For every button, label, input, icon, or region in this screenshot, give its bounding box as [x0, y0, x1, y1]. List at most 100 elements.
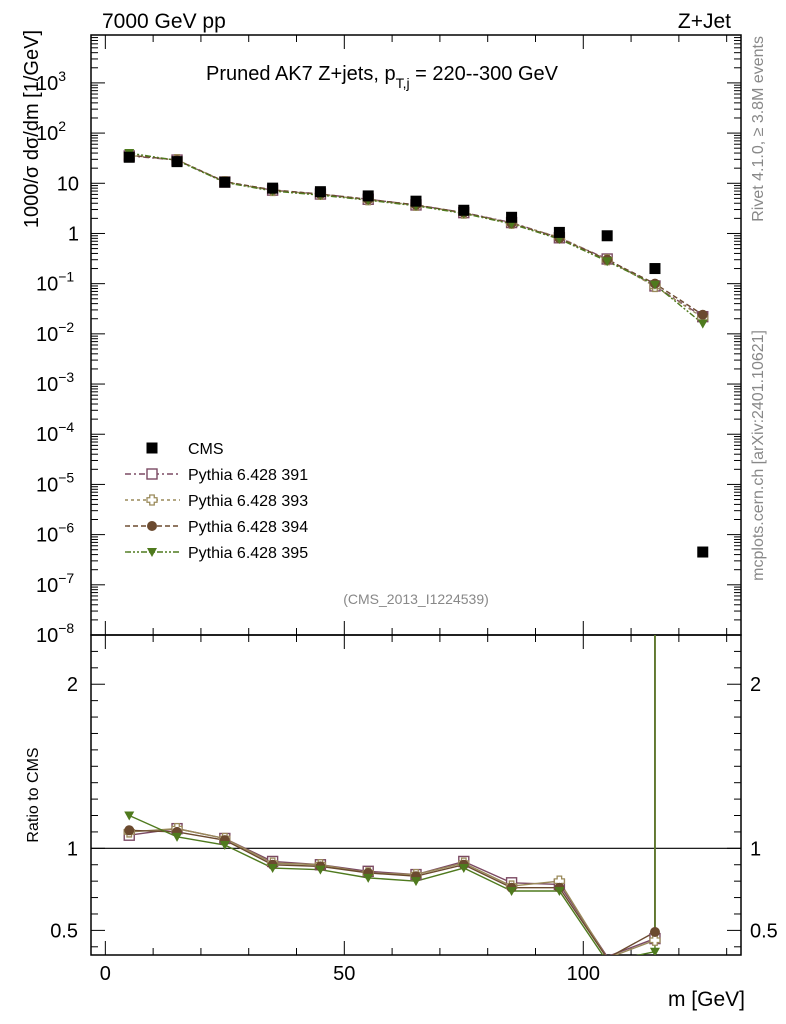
main-title-tail: = 220--300 GeV: [410, 63, 559, 85]
ratio-series-point: [649, 934, 661, 946]
main-y-tick-label-base: 10: [36, 374, 58, 396]
ratio-y-tick-label-right: 0.5: [750, 920, 778, 942]
main-y-tick-label-exponent: −2: [58, 319, 74, 335]
ratio-series-point: [315, 865, 326, 875]
ratio-series-point: [554, 887, 565, 896]
series-point: [649, 280, 660, 290]
main-y-tick-label: 10: [57, 173, 79, 195]
mcplots-label: mcplots.cern.ch [arXiv:2401.10621]: [750, 330, 767, 581]
main-y-tick-label-exponent: −3: [58, 369, 74, 385]
cms-data-point: [553, 226, 565, 238]
header-right: Z+Jet: [678, 10, 731, 33]
legend-label: Pythia 6.428 394: [188, 519, 308, 536]
main-y-tick-label-exponent: 2: [58, 118, 66, 134]
ratio-series-point: [124, 811, 135, 821]
main-y-tick-label-base: 10: [36, 324, 58, 346]
main-y-tick-label: 1: [68, 223, 79, 245]
ratio-series-point: [506, 887, 517, 896]
legend-marker: [147, 521, 157, 531]
ratio-series-point: [219, 841, 230, 851]
series-line: [129, 155, 704, 318]
ratio-series-group: [123, 635, 661, 955]
main-y-tick-label: 10−4: [36, 419, 74, 446]
cms-data-point: [219, 176, 231, 188]
main-title: Pruned AK7 Z+jets, pT,j = 220--300 GeV: [206, 63, 559, 91]
legend-label: CMS: [188, 441, 224, 458]
main-y-tick-label: 10−1: [36, 269, 74, 296]
main-y-tick-label-base: 10: [36, 474, 58, 496]
header-left: 7000 GeV pp: [102, 10, 226, 33]
series-line: [129, 154, 704, 316]
ratio-axes: 0.5 0.5 1 1 2 2 0 50 100: [50, 635, 778, 985]
main-y-tick-label-exponent: −8: [58, 620, 74, 636]
main-y-tick-label: 10−3: [36, 369, 74, 396]
main-y-tick-label: 10−7: [36, 570, 74, 597]
ratio-series-point: [649, 947, 660, 955]
cms-data-point: [410, 195, 422, 207]
ratio-y-tick-label-right: 1: [750, 838, 761, 860]
legend-label: Pythia 6.428 395: [188, 545, 308, 562]
ratio-series-clipped: [123, 635, 661, 955]
main-y-axis-label: 1000/σ dσ/dm [1/GeV]: [21, 30, 43, 228]
cms-data-point: [314, 186, 326, 198]
main-y-tick-label-exponent: 3: [58, 68, 66, 84]
cms-data-point: [458, 204, 470, 216]
legend-marker: [146, 468, 158, 480]
cms-data-point: [649, 263, 661, 275]
cms-data-point: [697, 546, 709, 558]
x-tick-label: 100: [567, 963, 600, 985]
ratio-series-point: [363, 873, 374, 883]
x-tick-label: 50: [333, 963, 355, 985]
x-tick-label: 0: [100, 963, 111, 985]
analysis-id: (CMS_2013_I1224539): [343, 591, 489, 607]
main-y-tick-label: 102: [36, 118, 66, 145]
main-y-tick-label-base: 10: [36, 525, 58, 547]
main-y-tick-label: 10−5: [36, 469, 74, 496]
main-y-tick-label-base: 10: [57, 173, 79, 195]
ratio-y-tick-label-left: 1: [67, 838, 78, 860]
x-axis-label: m [GeV]: [668, 988, 745, 1011]
main-y-tick-label: 10−6: [36, 520, 74, 547]
main-y-tick-label-base: 10: [36, 424, 58, 446]
main-y-tick-label-base: 10: [36, 123, 58, 145]
ratio-y-tick-label-right: 2: [750, 674, 761, 696]
ratio-series-point: [267, 864, 278, 874]
cms-data-point: [267, 182, 279, 194]
main-y-tick-label-base: 10: [36, 73, 58, 95]
main-y-axis: 10−810−710−610−510−410−310−210−111010210…: [36, 34, 741, 647]
ratio-series-point: [172, 832, 183, 842]
main-y-tick-label-base: 1: [68, 223, 79, 245]
main-y-tick-label: 10−8: [36, 620, 74, 647]
cms-data-point: [506, 211, 518, 223]
ratio-series-point: [411, 877, 421, 887]
ratio-series-point: [649, 927, 660, 938]
main-y-tick-label: 10−2: [36, 319, 74, 346]
main-y-tick-label-base: 10: [36, 625, 58, 647]
series-line: [129, 154, 704, 319]
legend-marker: [146, 442, 158, 454]
ratio-y-tick-label-left: 0.5: [50, 920, 78, 942]
main-title-subscript: T,j: [396, 75, 410, 91]
series-point: [697, 319, 708, 329]
main-y-tick-label-exponent: −6: [58, 520, 74, 536]
main-y-tick-label-base: 10: [36, 575, 58, 597]
main-y-tick-label-exponent: −1: [58, 269, 74, 285]
series-line: [129, 152, 704, 325]
ratio-y-axis-label: Ratio to CMS: [25, 747, 42, 842]
cms-data-point: [601, 230, 613, 242]
cms-data-point: [171, 156, 183, 168]
legend-label: Pythia 6.428 391: [188, 467, 308, 484]
ratio-y-tick-label-left: 2: [67, 674, 78, 696]
main-y-tick-label-exponent: −7: [58, 570, 74, 586]
ratio-series-point: [124, 825, 135, 836]
legend-label: Pythia 6.428 393: [188, 493, 308, 510]
ratio-series-point: [458, 864, 469, 874]
main-y-tick-label-exponent: −5: [58, 469, 74, 485]
main-series-group: [123, 149, 709, 558]
cms-data-point: [362, 190, 374, 202]
series-point: [602, 257, 613, 267]
rivet-label: Rivet 4.1.0, ≥ 3.8M events: [750, 36, 767, 222]
cms-data-point: [123, 151, 135, 163]
legend: CMS Pythia 6.428 391 Pythia 6.428 393 Pythi…: [125, 441, 308, 562]
